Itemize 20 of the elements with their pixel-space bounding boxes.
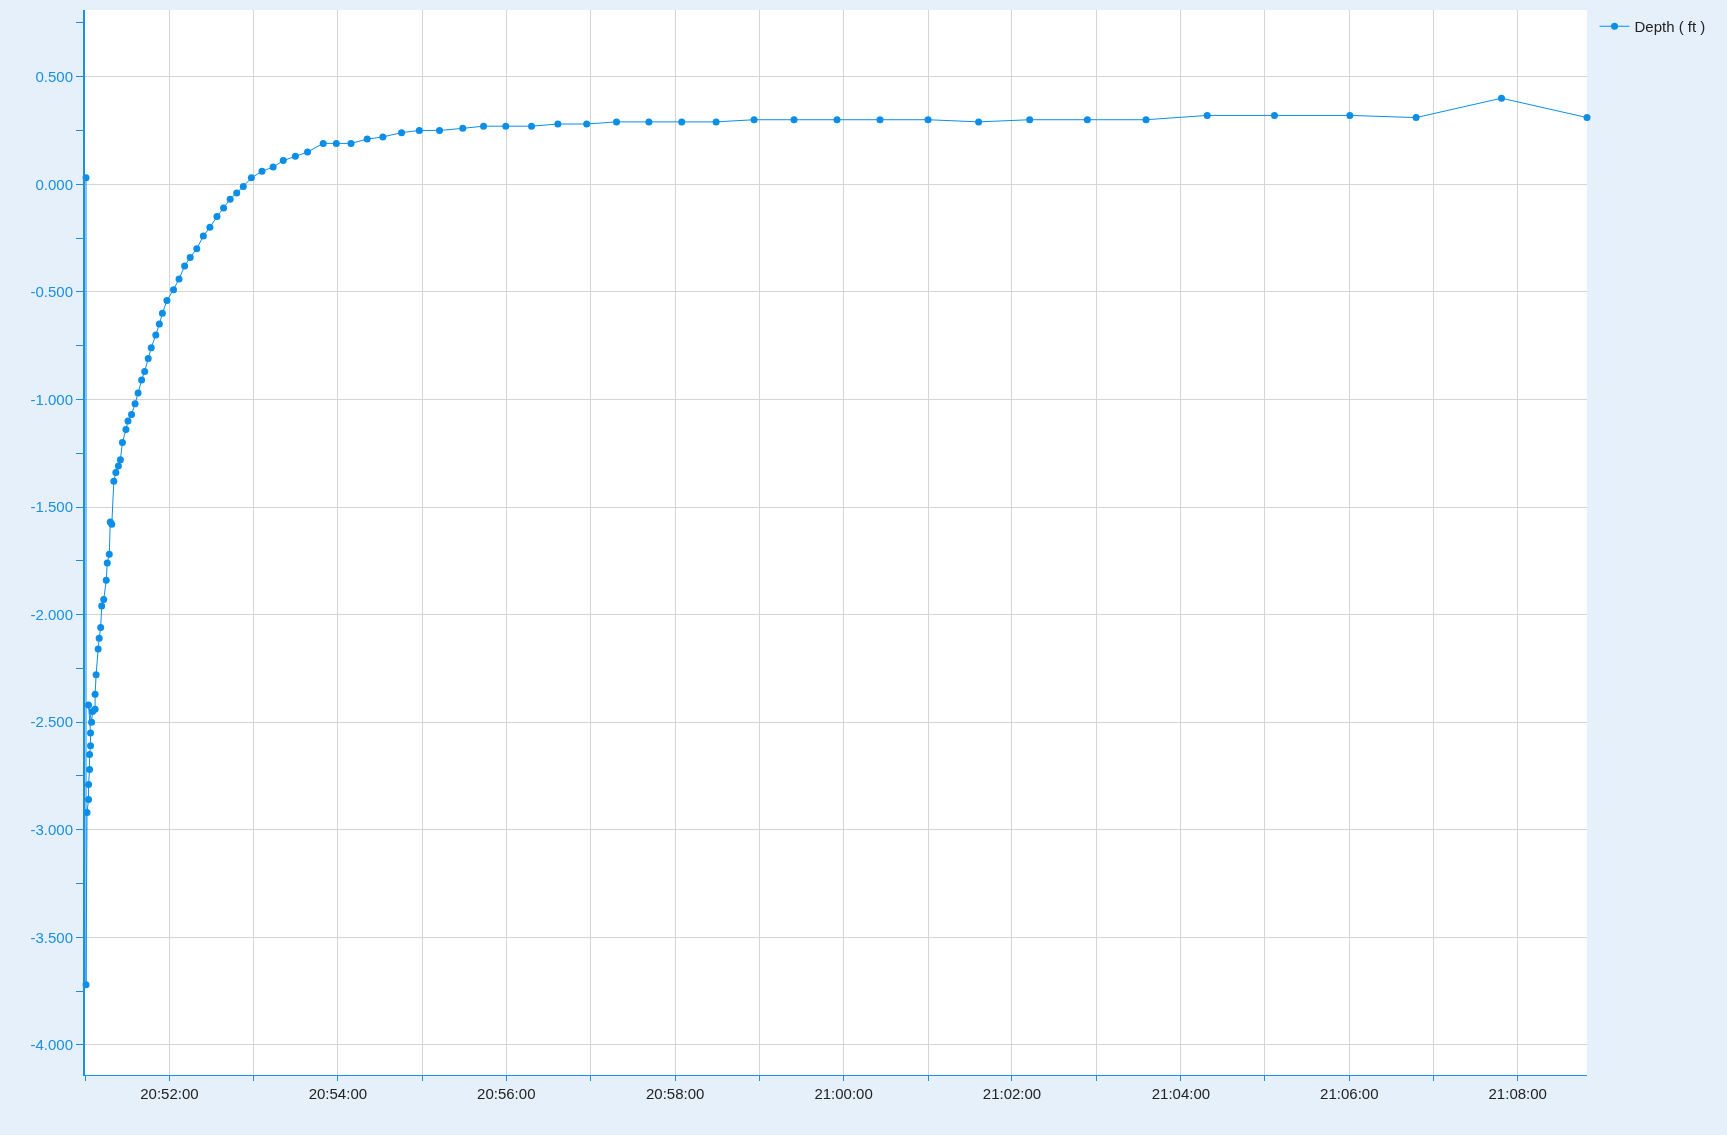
y-tick-label: -3.000 xyxy=(30,820,73,838)
x-tick-label: 21:04:00 xyxy=(1151,1085,1211,1102)
x-tick-label: 20:56:00 xyxy=(477,1085,536,1102)
y-tick-label: 0.500 xyxy=(35,67,73,85)
x-tick-label: 20:52:00 xyxy=(140,1085,199,1102)
y-tick-label: -1.500 xyxy=(30,498,73,516)
y-tick-label: -3.500 xyxy=(30,928,73,946)
x-tick-label: 21:08:00 xyxy=(1488,1085,1547,1102)
y-tick-label: -0.500 xyxy=(30,283,73,301)
x-tick-label: 21:06:00 xyxy=(1320,1085,1379,1102)
y-tick-label: -1.000 xyxy=(30,390,73,408)
x-tick-label: 21:00:00 xyxy=(814,1085,873,1102)
y-tick-label: -4.000 xyxy=(30,1036,73,1054)
x-tick-label: 20:58:00 xyxy=(645,1085,705,1102)
y-tick-label: -2.000 xyxy=(30,605,73,623)
y-tick-label: 0.000 xyxy=(35,175,73,193)
x-tick-label: 20:54:00 xyxy=(308,1085,368,1102)
legend-label: Depth ( ft ) xyxy=(1634,18,1706,36)
x-tick-label: 21:02:00 xyxy=(982,1085,1042,1102)
y-tick-label: -2.500 xyxy=(30,713,73,731)
